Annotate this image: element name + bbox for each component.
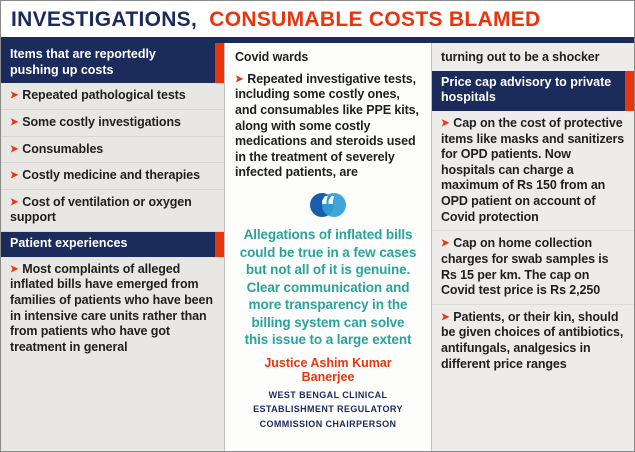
section-header-costs: Items that are reportedly pushing up cos… <box>1 43 224 84</box>
column-middle: Covid wards ➤ Repeated investigative test… <box>225 43 432 451</box>
headline-rule <box>1 37 634 43</box>
list-item: ➤ Cap on the cost of protective items lik… <box>432 111 634 232</box>
list-item: ➤ Patients, or their kin, should be given… <box>432 305 634 378</box>
list-item: ➤ Repeated pathological tests <box>1 83 224 110</box>
bullet-arrow-icon: ➤ <box>10 263 19 275</box>
bullet-arrow-icon: ➤ <box>10 116 19 128</box>
list-item: ➤ Cap on home collection charges for swab… <box>432 231 634 305</box>
header-accent <box>215 43 224 84</box>
list-item: ➤ Repeated investigative tests, including… <box>235 70 421 185</box>
section-header-patient-label: Patient experiences <box>10 236 128 250</box>
patient-experience-text: ➤ Most complaints of alleged inflated bil… <box>1 257 224 361</box>
header-accent <box>215 232 224 257</box>
column-pricecap: turning out to be a shocker Price cap ad… <box>432 43 634 451</box>
continuation-text-shocker: turning out to be a shocker <box>441 50 600 64</box>
list-item: ➤ Costly medicine and therapies <box>1 163 224 190</box>
bullet-arrow-icon: ➤ <box>235 73 244 85</box>
headline: INVESTIGATIONS, CONSUMABLE COSTS BLAMED <box>1 1 634 37</box>
continuation-text-covid-wards: Covid wards <box>235 50 309 64</box>
list-item-text: Patients, or their kin, should be given … <box>441 309 624 371</box>
quote-text: Allegations of inflated bills could be t… <box>239 227 417 348</box>
bullet-arrow-icon: ➤ <box>10 90 19 102</box>
list-item: ➤ Some costly investigations <box>1 110 224 137</box>
bullet-arrow-icon: ➤ <box>441 117 450 129</box>
list-item-text: Some costly investigations <box>22 114 181 129</box>
list-item-text: Cap on the cost of protective items like… <box>441 115 625 224</box>
section-header-costs-label: Items that are reportedly pushing up cos… <box>10 47 156 77</box>
bullet-arrow-icon: ➤ <box>441 238 450 250</box>
section-header-pricecap: Price cap advisory to private hospitals <box>432 70 634 111</box>
bullet-arrow-icon: ➤ <box>10 143 19 155</box>
quote-block: “ Allegations of inflated bills could be… <box>235 185 421 431</box>
bullet-arrow-icon: ➤ <box>10 170 19 182</box>
headline-highlight: CONSUMABLE COSTS BLAMED <box>209 8 541 31</box>
list-item: ➤ Cost of ventilation or oxygen support <box>1 190 224 232</box>
list-item-text: Cap on home collection charges for swab … <box>441 236 609 298</box>
list-item: ➤ Consumables <box>1 137 224 164</box>
list-item-text: Consumables <box>22 141 104 156</box>
column-costs: Items that are reportedly pushing up cos… <box>1 43 225 451</box>
bullet-arrow-icon: ➤ <box>10 196 19 208</box>
patient-experience-body: Most complaints of alleged inflated bill… <box>10 261 213 354</box>
header-accent <box>625 70 634 111</box>
list-item-text: Repeated pathological tests <box>22 88 186 103</box>
svg-text:“: “ <box>319 192 336 219</box>
list-item-text: Costly medicine and therapies <box>22 168 200 183</box>
infographic-body: Items that are reportedly pushing up cos… <box>1 43 634 451</box>
headline-main: INVESTIGATIONS, <box>11 8 198 31</box>
quote-author: Justice Ashim Kumar Banerjee <box>264 355 392 384</box>
list-item-text: Repeated investigative tests, including … <box>235 71 419 180</box>
list-item-text: Cost of ventilation or oxygen support <box>10 194 192 225</box>
section-header-pricecap-label: Price cap advisory to private hospitals <box>441 74 612 105</box>
quote-icon: “ <box>306 191 350 224</box>
quote-author-role: WEST BENGAL CLINICAL ESTABLISHMENT REGUL… <box>253 389 403 429</box>
bullet-arrow-icon: ➤ <box>441 311 450 323</box>
section-header-patient: Patient experiences <box>1 232 224 257</box>
